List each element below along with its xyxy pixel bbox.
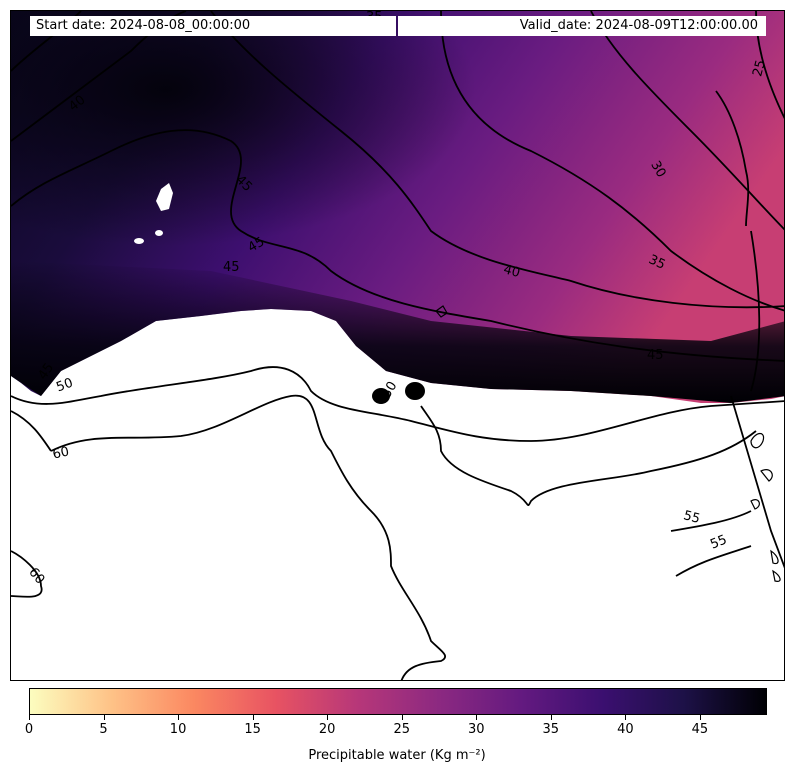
colorbar-tick-label: 5 [99, 722, 108, 737]
colorbar-tick-label: 40 [617, 722, 634, 737]
contour-label: 45 [647, 348, 664, 363]
colorbar-tick-label: 0 [24, 722, 34, 737]
colorbar-tick [252, 715, 254, 720]
contour-label: 35 [646, 252, 667, 273]
start-date-label: Start date: 2024-08-08_00:00:00 [30, 16, 396, 36]
colorbar [29, 688, 767, 715]
colorbar-tick [550, 715, 552, 720]
colorbar-label: Precipitable water (Kg m⁻²) [308, 748, 486, 763]
valid-date-label: Valid_date: 2024-08-09T12:00:00.00 [398, 16, 766, 36]
contour-label: 30 [647, 158, 668, 180]
colorbar-tick [401, 715, 403, 720]
contour-labels: 25 30 35 35 40 40 45 45 45 45 45 50 50 5… [25, 11, 769, 587]
contour-label: 25 [750, 58, 769, 78]
contour-label: 40 [502, 262, 522, 281]
contour-label: 45 [223, 260, 240, 275]
colorbar-tick-label: 35 [542, 722, 560, 737]
contour-label: 55 [708, 532, 729, 552]
colorbar-tick-label: 20 [318, 722, 336, 737]
colorbar-tick-label: 10 [169, 722, 187, 737]
precipitable-water-map: 25 30 35 35 40 40 45 45 45 45 45 50 50 5… [11, 11, 784, 680]
colorbar-tick-label: 30 [467, 722, 485, 737]
contour-label: 50 [379, 379, 400, 401]
colorbar-tick [625, 715, 627, 720]
contour-label: 50 [54, 376, 75, 396]
colorbar-tick [476, 715, 478, 720]
colorbar-tick [178, 715, 180, 720]
colorbar-tick-label: 25 [393, 722, 410, 737]
colorbar-tick [103, 715, 105, 720]
colorbar-tick [29, 715, 30, 720]
colorbar-tick-label: 15 [244, 722, 261, 737]
contour-label: 60 [51, 444, 70, 462]
colorbar-tick-label: 45 [691, 722, 709, 737]
contour-label: 45 [245, 234, 267, 255]
contour-label: 60 [25, 565, 47, 587]
contour-label: 55 [682, 508, 702, 527]
colorbar-tick [699, 715, 701, 720]
map-panel: 25 30 35 35 40 40 45 45 45 45 45 50 50 5… [10, 10, 785, 681]
colorbar-tick [327, 715, 329, 720]
